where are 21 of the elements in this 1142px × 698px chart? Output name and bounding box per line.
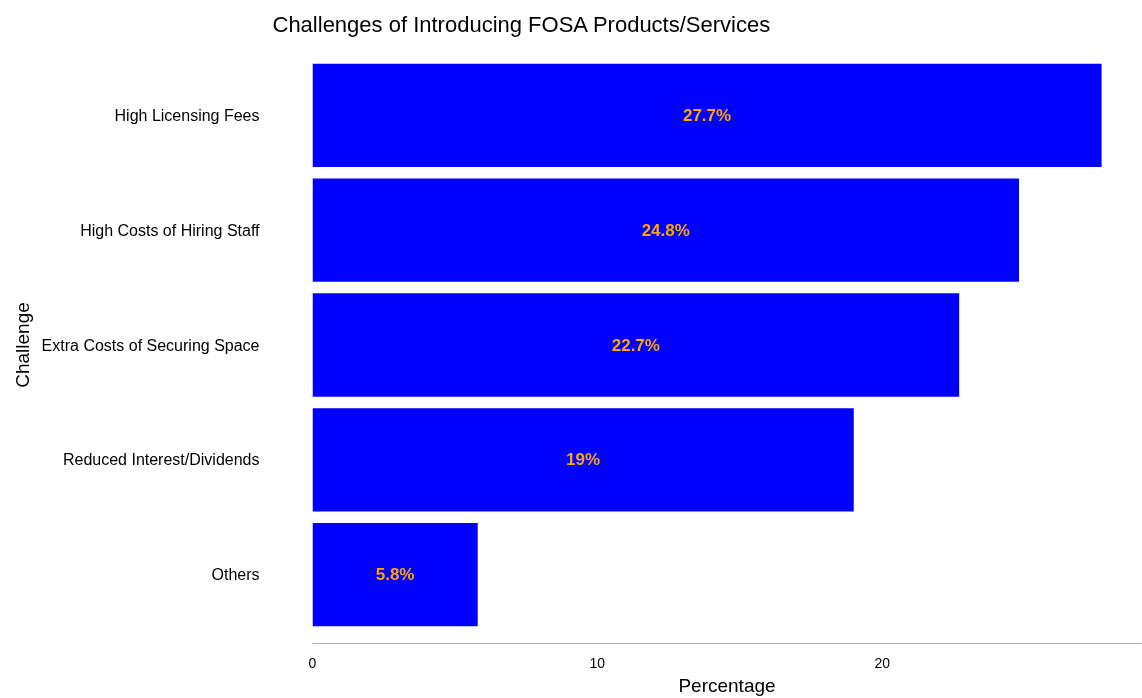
data-label: 22.7% <box>611 335 660 355</box>
y-tick-label: Others <box>211 566 260 584</box>
bar <box>312 522 478 627</box>
x-tick-label: 0 <box>308 654 317 671</box>
data-label: 24.8% <box>641 220 690 240</box>
bar <box>312 63 1102 168</box>
bar <box>312 178 1019 282</box>
x-axis-title: Percentage <box>678 674 776 696</box>
data-label: 27.7% <box>682 105 732 125</box>
data-label: 19% <box>566 450 601 470</box>
y-tick-label: High Licensing Fees <box>114 106 260 124</box>
y-tick-label: High Costs of Hiring Staff <box>80 221 261 239</box>
bar <box>312 408 854 512</box>
y-tick-label: Reduced Interest/Dividends <box>62 451 260 469</box>
x-tick-label: 10 <box>589 654 606 671</box>
x-tick-label: 20 <box>874 654 891 671</box>
data-label: 5.8% <box>375 565 415 585</box>
bar <box>312 293 960 397</box>
chart-title: Challenges of Introducing FOSA Products/Services <box>272 12 771 37</box>
y-axis-title: Challenge <box>11 302 33 388</box>
y-tick-label: Extra Costs of Securing Space <box>41 336 260 354</box>
